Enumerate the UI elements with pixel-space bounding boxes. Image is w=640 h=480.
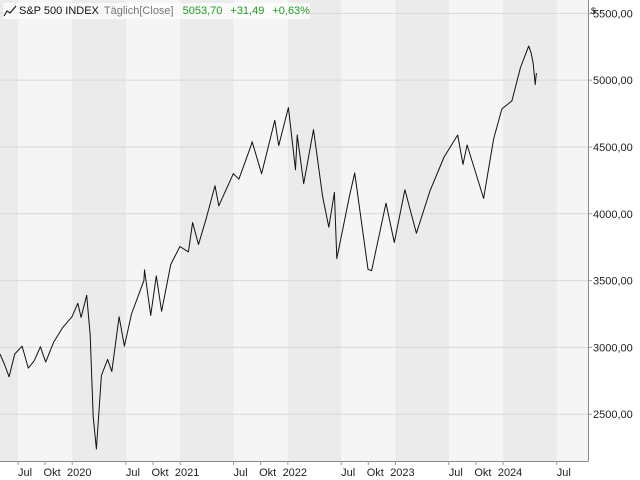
x-axis-labels: Jul Okt 2020 Jul Okt 2021 Jul Okt 2022 Jul Okt 2023…	[17, 461, 571, 479]
x-tick-label: Jul	[341, 467, 355, 479]
x-tick-label: Jul	[449, 467, 463, 479]
instrument-name: S&P 500 INDEX	[19, 5, 99, 17]
x-tick-label: 2021	[175, 467, 199, 479]
period-bands	[0, 0, 588, 461]
series-line-0	[0, 45, 537, 450]
band-2024-h1	[503, 0, 557, 461]
x-tick-label: Jul	[18, 467, 32, 479]
x-tick-label: Okt	[259, 467, 276, 479]
x-tick-label: Okt	[367, 467, 384, 479]
axis-lines	[0, 0, 589, 462]
x-tick-label: Okt	[474, 467, 491, 479]
gridlines	[0, 12, 592, 415]
price-change: +31,49	[230, 5, 265, 17]
band-2019-h1	[0, 0, 18, 461]
y-tick-label: 3500,00	[593, 276, 633, 288]
band-2023-h1	[395, 0, 449, 461]
y-tick-label: 4500,00	[593, 142, 633, 154]
x-tick-label: Okt	[151, 467, 168, 479]
band-2021-h1	[180, 0, 234, 461]
last-price: 5053,70	[182, 5, 223, 17]
x-tick-label: 2022	[283, 467, 307, 479]
price-mode-label: [Close]	[139, 5, 174, 17]
y-tick-label: 5500,00	[593, 8, 633, 20]
x-tick-label: Jul	[126, 467, 140, 479]
band-2020-h1	[72, 0, 126, 461]
x-tick-label: 2024	[498, 467, 522, 479]
y-tick-label: 5000,00	[593, 75, 633, 87]
x-tick-label: Okt	[44, 467, 61, 479]
x-tick-label: 2020	[67, 467, 91, 479]
currency-label: $	[591, 6, 596, 16]
y-tick-label: 4000,00	[593, 209, 633, 221]
series-layer	[0, 45, 537, 450]
frequency-label: Täglich	[103, 5, 140, 17]
price-change-percent: +0,63%	[272, 5, 310, 17]
line-chart-icon	[3, 5, 17, 17]
chart-legend: S&P 500 INDEX Täglich [Close] 5053,70 +3…	[3, 3, 310, 19]
x-tick-label: 2023	[390, 467, 414, 479]
x-tick-label: Jul	[234, 467, 248, 479]
y-axis-labels: 2500,00 3000,00 3500,00 4000,00 4500,00 5000,…	[593, 8, 633, 421]
y-tick-label: 2500,00	[593, 409, 633, 421]
y-tick-label: 3000,00	[593, 342, 633, 354]
x-tick-label: Jul	[557, 467, 571, 479]
band-2022-h1	[287, 0, 342, 461]
